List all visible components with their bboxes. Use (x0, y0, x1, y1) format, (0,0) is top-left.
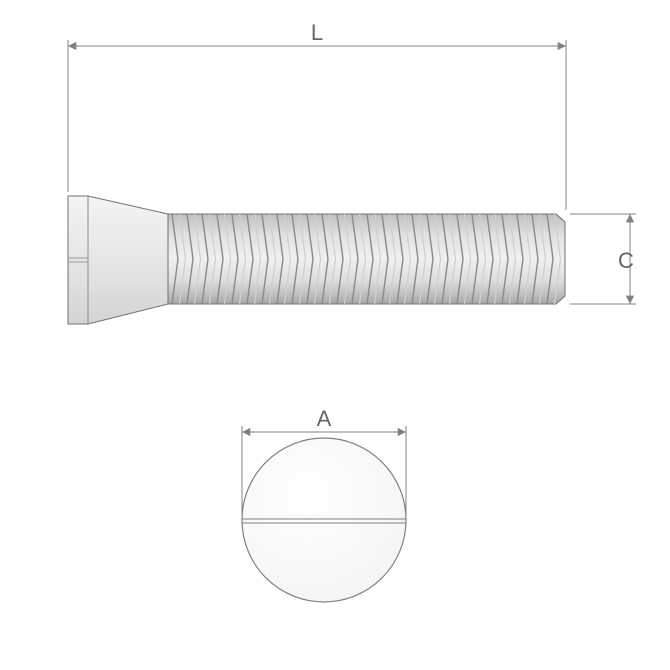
screw-side-view (68, 196, 565, 324)
label-A: A (317, 406, 332, 431)
diagram-stage: L C A (0, 0, 670, 670)
label-L: L (311, 20, 323, 45)
screw-shank (168, 214, 565, 304)
diagram-svg: L C A (0, 0, 670, 670)
screw-front-view (242, 438, 406, 602)
head-circle (242, 438, 406, 602)
label-C: C (618, 248, 634, 273)
screw-head (68, 196, 168, 324)
dimension-L (68, 40, 566, 210)
